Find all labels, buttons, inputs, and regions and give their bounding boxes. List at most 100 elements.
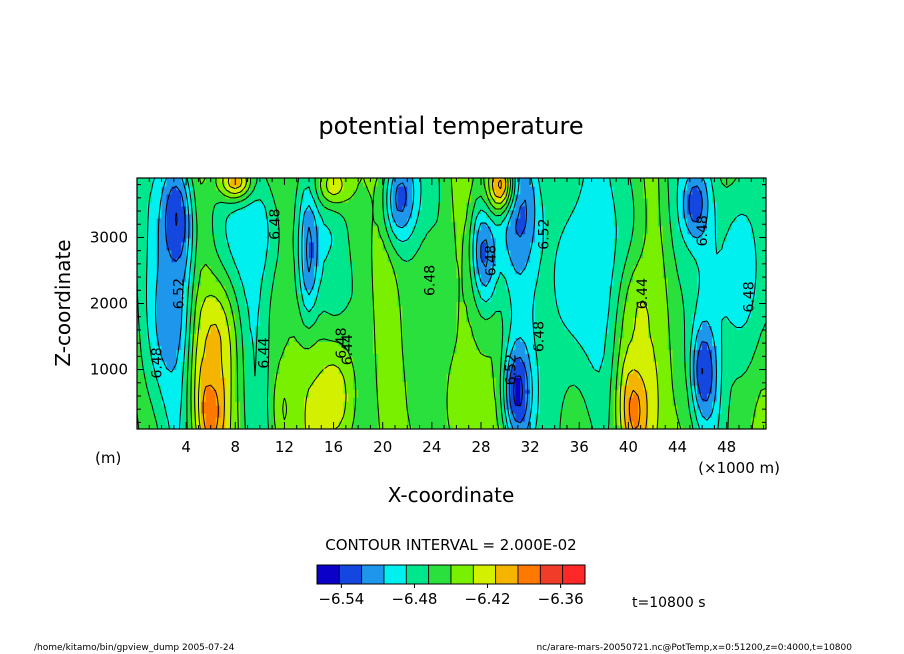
heatmap-cell (608, 361, 615, 366)
heatmap-cell (254, 293, 261, 299)
heatmap-cell (382, 357, 389, 362)
heatmap-cell (495, 377, 502, 382)
heatmap-cell (721, 285, 728, 291)
heatmap-cell (589, 357, 595, 362)
heatmap-cell (515, 361, 521, 366)
heatmap-cell (299, 425, 305, 429)
heatmap-cell (176, 285, 182, 291)
heatmap-cell (166, 277, 172, 283)
heatmap-cell (682, 409, 688, 414)
heatmap-cell (731, 377, 738, 382)
heatmap-cell (333, 357, 340, 362)
heatmap-cell (598, 357, 605, 362)
heatmap-cell (652, 373, 659, 378)
heatmap-cell (441, 389, 448, 394)
heatmap-cell (539, 313, 546, 319)
heatmap-cell (608, 425, 615, 429)
heatmap-cell (667, 297, 674, 303)
heatmap-cell (751, 281, 757, 287)
heatmap-cell (633, 357, 639, 362)
heatmap-cell (726, 305, 733, 311)
heatmap-cell (756, 277, 762, 283)
heatmap-cell (225, 385, 231, 390)
heatmap-cell (662, 353, 669, 358)
heatmap-cell (530, 285, 536, 291)
heatmap-cell (476, 293, 482, 299)
heatmap-cell (520, 301, 526, 307)
heatmap-cell (544, 285, 551, 291)
heatmap-cell (603, 333, 610, 338)
heatmap-cell (746, 337, 752, 342)
heatmap-cell (328, 397, 335, 402)
heatmap-cell (308, 425, 315, 429)
heatmap-cell (613, 289, 620, 295)
heatmap-cell (677, 317, 684, 323)
heatmap-cell (579, 341, 585, 346)
heatmap-cell (554, 309, 561, 315)
heatmap-cell (628, 425, 634, 429)
heatmap-cell (269, 317, 276, 323)
heatmap-cell (692, 273, 698, 279)
heatmap-cell (431, 381, 438, 386)
heatmap-cell (250, 313, 256, 319)
heatmap-cell (402, 405, 408, 410)
heatmap-cell (382, 293, 389, 299)
heatmap-cell (372, 289, 379, 295)
heatmap-cell (230, 345, 236, 350)
heatmap-cell (525, 325, 531, 330)
heatmap-cell (643, 349, 649, 354)
heatmap-cell (485, 413, 492, 418)
heatmap-cell (446, 273, 453, 279)
heatmap-cell (407, 321, 413, 327)
heatmap-cell (589, 297, 595, 303)
heatmap-cell (549, 401, 556, 406)
heatmap-cell (554, 385, 561, 390)
heatmap-cell (584, 281, 590, 287)
heatmap-cell (510, 405, 516, 410)
heatmap-cell (549, 321, 556, 327)
heatmap-cell (692, 297, 698, 303)
heatmap-cell (259, 377, 266, 382)
heatmap-cell (702, 297, 708, 303)
heatmap-cell (220, 333, 227, 338)
heatmap-cell (304, 353, 310, 358)
heatmap-cell (313, 273, 320, 279)
heatmap-cell (579, 293, 585, 299)
heatmap-cell (289, 357, 295, 362)
heatmap-cell (225, 277, 231, 283)
heatmap-cell (294, 333, 300, 338)
heatmap-cell (628, 285, 634, 291)
heatmap-cell (299, 377, 305, 382)
heatmap-cell (259, 309, 266, 315)
heatmap-cell (407, 389, 413, 394)
heatmap-cell (191, 361, 197, 366)
heatmap-cell (510, 317, 516, 323)
heatmap-cell (426, 277, 433, 283)
heatmap-cell (667, 421, 674, 426)
heatmap-cell (579, 333, 585, 338)
heatmap-cell (412, 301, 418, 307)
heatmap-cell (436, 281, 443, 287)
heatmap-cell (648, 381, 654, 386)
heatmap-cell (372, 333, 379, 338)
heatmap-cell (161, 369, 168, 374)
heatmap-cell (436, 413, 443, 418)
heatmap-cell (348, 345, 354, 350)
heatmap-cell (299, 333, 305, 338)
heatmap-cell (638, 321, 644, 327)
heatmap-cell (456, 381, 462, 386)
heatmap-cell (338, 345, 344, 350)
heatmap-cell (141, 333, 148, 338)
heatmap-cell (269, 309, 276, 315)
heatmap-cell (137, 273, 143, 279)
heatmap-cell (613, 417, 620, 422)
heatmap-cell (559, 397, 566, 402)
heatmap-cell (736, 289, 743, 295)
heatmap-cell (186, 289, 192, 295)
heatmap-cell (195, 341, 202, 346)
heatmap-cell (613, 357, 620, 362)
heatmap-cell (333, 293, 340, 299)
heatmap-cell (186, 385, 192, 390)
heatmap-cell (652, 321, 659, 327)
heatmap-cell (510, 277, 516, 283)
